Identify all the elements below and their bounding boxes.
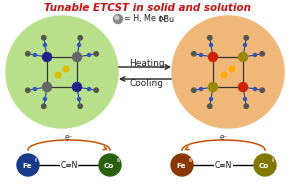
Text: = H, Me or: = H, Me or [124,15,169,23]
Circle shape [73,53,81,61]
Text: Co: Co [259,163,269,169]
Circle shape [94,52,99,56]
Circle shape [243,98,247,101]
Text: Fe: Fe [176,163,186,169]
Circle shape [43,98,47,101]
Circle shape [42,83,52,91]
Circle shape [34,53,37,57]
Text: II: II [271,158,274,163]
Circle shape [73,83,81,91]
Circle shape [199,88,202,91]
Circle shape [34,88,37,91]
Text: Heating: Heating [129,59,165,67]
Text: II: II [34,158,37,163]
Circle shape [238,53,248,61]
Circle shape [88,53,91,57]
Circle shape [208,36,212,40]
Circle shape [42,53,52,61]
Circle shape [191,88,196,92]
Circle shape [208,104,212,108]
Circle shape [17,154,39,176]
Circle shape [260,88,264,92]
Text: e⁻: e⁻ [219,133,228,143]
Circle shape [229,66,235,72]
Circle shape [78,36,82,40]
Circle shape [26,52,30,56]
Circle shape [78,98,81,101]
Circle shape [254,154,276,176]
Circle shape [115,16,119,20]
Text: III: III [116,158,121,163]
Text: Fe: Fe [22,163,32,169]
Text: e⁻: e⁻ [65,133,73,143]
Circle shape [244,36,248,40]
Circle shape [238,83,248,91]
Text: t: t [158,15,161,23]
Circle shape [172,16,284,128]
Circle shape [209,83,217,91]
Text: Tunable ETCST in solid and solution: Tunable ETCST in solid and solution [44,3,251,13]
Text: Cooling: Cooling [130,80,164,88]
Circle shape [6,16,118,128]
Circle shape [191,52,196,56]
Circle shape [209,98,212,101]
Text: -Bu: -Bu [162,15,175,23]
Circle shape [88,88,91,91]
Circle shape [199,53,202,57]
Circle shape [253,53,256,57]
Circle shape [209,43,212,46]
Circle shape [114,15,122,23]
Circle shape [78,43,81,46]
Circle shape [221,72,227,78]
Circle shape [209,53,217,61]
Text: C≡N: C≡N [215,160,232,170]
Circle shape [94,88,99,92]
Circle shape [243,43,247,46]
Circle shape [253,88,256,91]
Circle shape [78,104,82,108]
Circle shape [55,72,61,78]
Text: Co: Co [104,163,114,169]
Text: III: III [188,158,193,163]
Text: C≡N: C≡N [60,160,78,170]
Circle shape [63,66,69,72]
Circle shape [42,104,46,108]
Circle shape [171,154,193,176]
Circle shape [99,154,121,176]
Circle shape [26,88,30,92]
Circle shape [42,36,46,40]
Circle shape [43,43,47,46]
Circle shape [244,104,248,108]
Circle shape [260,52,264,56]
